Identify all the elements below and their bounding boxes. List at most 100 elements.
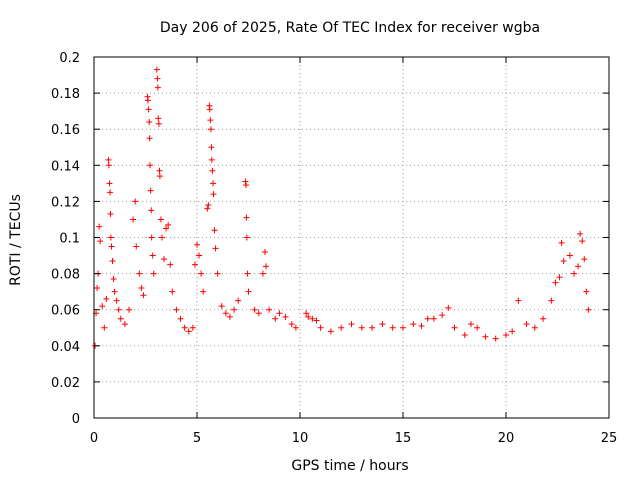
data-point bbox=[106, 180, 113, 187]
data-point bbox=[148, 234, 155, 241]
x-tick-label: 5 bbox=[193, 431, 201, 446]
data-point bbox=[566, 252, 573, 259]
data-point bbox=[214, 270, 221, 277]
data-point bbox=[146, 135, 153, 142]
data-point bbox=[107, 211, 114, 218]
data-point bbox=[317, 324, 324, 331]
y-tick-label: 0.12 bbox=[51, 195, 80, 210]
data-point bbox=[445, 304, 452, 311]
data-point bbox=[155, 115, 162, 122]
data-point bbox=[113, 297, 120, 304]
data-point bbox=[149, 252, 156, 259]
data-point bbox=[147, 187, 154, 194]
data-point bbox=[482, 333, 489, 340]
data-point bbox=[177, 315, 184, 322]
data-point bbox=[110, 276, 117, 283]
data-point bbox=[348, 321, 355, 328]
data-point bbox=[266, 306, 273, 313]
data-point bbox=[138, 285, 145, 292]
x-tick-label: 25 bbox=[601, 431, 618, 446]
data-point bbox=[161, 256, 168, 263]
data-point bbox=[552, 279, 559, 286]
data-point bbox=[136, 270, 143, 277]
data-point bbox=[94, 285, 101, 292]
data-point bbox=[243, 234, 250, 241]
data-point bbox=[169, 288, 176, 295]
data-point bbox=[272, 315, 279, 322]
data-point bbox=[259, 270, 266, 277]
data-point bbox=[121, 321, 128, 328]
data-point bbox=[206, 106, 213, 113]
data-point bbox=[145, 106, 152, 113]
data-point bbox=[133, 243, 140, 250]
x-tick-label: 15 bbox=[395, 431, 412, 446]
data-point bbox=[560, 257, 567, 264]
data-point bbox=[210, 191, 217, 198]
y-tick-label: 0.04 bbox=[51, 340, 80, 355]
data-point bbox=[107, 234, 114, 241]
data-point bbox=[150, 270, 157, 277]
data-point bbox=[185, 328, 192, 335]
data-point bbox=[111, 288, 118, 295]
y-tick-label: 0.02 bbox=[51, 376, 80, 391]
data-point bbox=[115, 306, 122, 313]
y-tick-label: 0.14 bbox=[51, 159, 80, 174]
data-point bbox=[369, 324, 376, 331]
data-point bbox=[523, 321, 530, 328]
data-point bbox=[583, 288, 590, 295]
data-point bbox=[200, 288, 207, 295]
data-point bbox=[451, 324, 458, 331]
data-point bbox=[242, 178, 249, 185]
plot-frame bbox=[93, 56, 610, 419]
data-point bbox=[509, 328, 516, 335]
data-point bbox=[204, 205, 211, 212]
y-tick-labels: 0 0.02 0.04 0.06 0.08 0.1 0.12 0.14 0.16 0.18 0.2 bbox=[51, 51, 80, 427]
data-point bbox=[585, 306, 592, 313]
data-point bbox=[338, 324, 345, 331]
data-point bbox=[575, 263, 582, 270]
data-point bbox=[292, 324, 299, 331]
data-point bbox=[96, 223, 103, 230]
data-point bbox=[189, 324, 196, 331]
data-point bbox=[140, 292, 147, 299]
data-point bbox=[99, 303, 106, 310]
data-point bbox=[231, 306, 238, 313]
data-point bbox=[540, 315, 547, 322]
data-point bbox=[209, 167, 216, 174]
data-point bbox=[148, 207, 155, 214]
data-point bbox=[158, 234, 165, 241]
data-point bbox=[424, 315, 431, 322]
marker-series-roti bbox=[92, 66, 592, 349]
data-point bbox=[194, 241, 200, 248]
data-point bbox=[130, 216, 137, 223]
data-point bbox=[101, 324, 108, 331]
data-point bbox=[288, 321, 295, 328]
data-point bbox=[146, 118, 153, 125]
data-point bbox=[379, 321, 386, 328]
x-tick-labels: 0 5 10 15 20 25 bbox=[90, 431, 617, 446]
data-point bbox=[126, 306, 133, 313]
data-point bbox=[208, 144, 215, 151]
data-point bbox=[309, 315, 316, 322]
y-tick-label: 0.1 bbox=[59, 232, 80, 247]
data-point bbox=[196, 252, 203, 259]
y-axis-label: ROTI / TECUs bbox=[8, 194, 24, 286]
data-point bbox=[198, 270, 205, 277]
data-point bbox=[109, 257, 116, 264]
data-point bbox=[244, 270, 251, 277]
x-tick-label: 0 bbox=[90, 431, 98, 446]
y-tick-label: 0.16 bbox=[51, 123, 80, 138]
data-point bbox=[105, 162, 112, 169]
y-tick-label: 0 bbox=[72, 412, 80, 427]
y-tick-label: 0.2 bbox=[59, 51, 80, 66]
data-point bbox=[208, 156, 215, 163]
data-point bbox=[255, 310, 262, 317]
data-point bbox=[418, 322, 425, 329]
x-tick-label: 10 bbox=[292, 431, 309, 446]
data-point bbox=[205, 202, 212, 209]
data-point bbox=[303, 310, 310, 317]
data-point bbox=[117, 315, 124, 322]
data-point bbox=[556, 274, 563, 281]
data-point bbox=[163, 225, 170, 232]
